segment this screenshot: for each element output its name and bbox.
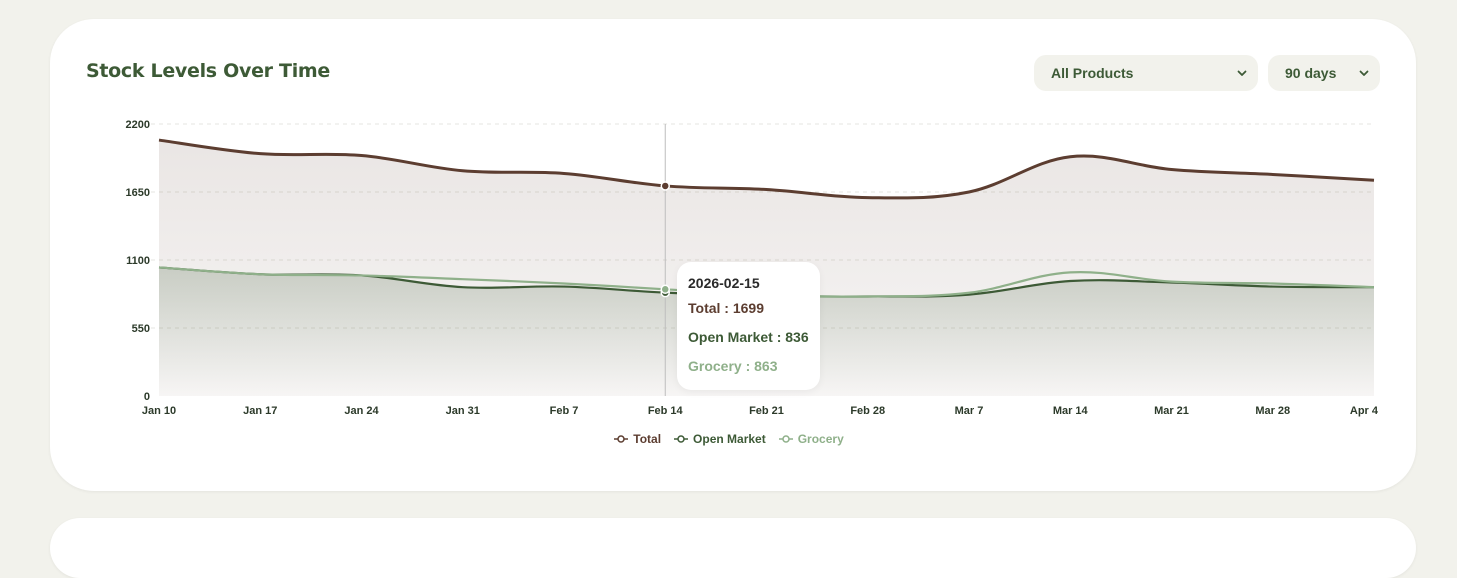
x-tick-label: Mar 21 [1154, 405, 1189, 417]
hover-point [660, 284, 670, 295]
series-line-total [158, 138, 1375, 200]
product-select[interactable]: All Products [1034, 55, 1258, 91]
legend-line-icon [614, 435, 629, 443]
legend-line-icon [778, 435, 793, 443]
y-tick-label: 1100 [126, 255, 150, 267]
y-tick-label: 0 [144, 391, 150, 403]
tooltip-date: 2026-02-15 [688, 275, 760, 291]
range-select-value: 90 days [1285, 65, 1337, 81]
legend-item-open-market[interactable]: Open Market [673, 432, 766, 446]
chart-tooltip: 2026-02-15 Total : 1699 Open Market : 83… [677, 262, 820, 390]
x-tick-label: Feb 7 [550, 405, 579, 417]
x-tick-label: Jan 17 [243, 405, 277, 417]
legend-label: Total [633, 432, 662, 446]
x-tick-label: Jan 24 [344, 405, 379, 417]
x-tick-label: Jan 10 [142, 405, 176, 417]
tooltip-grocery: Grocery : 863 [688, 358, 778, 374]
chart-legend: Total Open Market Grocery [0, 432, 1457, 446]
legend-line-icon [674, 435, 689, 443]
x-tick-label: Feb 21 [749, 405, 784, 417]
x-tick-label: Apr 4 [1350, 405, 1379, 417]
x-tick-label: Mar 28 [1255, 405, 1290, 417]
legend-item-grocery[interactable]: Grocery [778, 432, 844, 446]
range-select[interactable]: 90 days [1268, 55, 1380, 91]
legend-label: Grocery [797, 432, 844, 446]
chevron-down-icon [1236, 67, 1248, 79]
x-tick-label: Feb 28 [850, 405, 885, 417]
x-tick-label: Feb 14 [648, 405, 684, 417]
y-tick-label: 550 [132, 323, 150, 335]
tooltip-open-market: Open Market : 836 [688, 329, 809, 345]
hover-point [660, 181, 670, 191]
tooltip-total: Total : 1699 [688, 300, 764, 316]
y-tick-label: 2200 [126, 119, 150, 131]
chart-title: Stock Levels Over Time [86, 60, 330, 82]
legend-item-total[interactable]: Total [613, 432, 661, 446]
x-tick-label: Jan 31 [446, 405, 480, 417]
legend-label: Open Market [693, 432, 766, 446]
chevron-down-icon [1358, 67, 1370, 79]
y-tick-label: 1650 [126, 187, 150, 199]
product-select-value: All Products [1051, 65, 1134, 81]
x-tick-label: Mar 7 [955, 405, 984, 417]
x-tick-label: Mar 14 [1053, 405, 1089, 417]
